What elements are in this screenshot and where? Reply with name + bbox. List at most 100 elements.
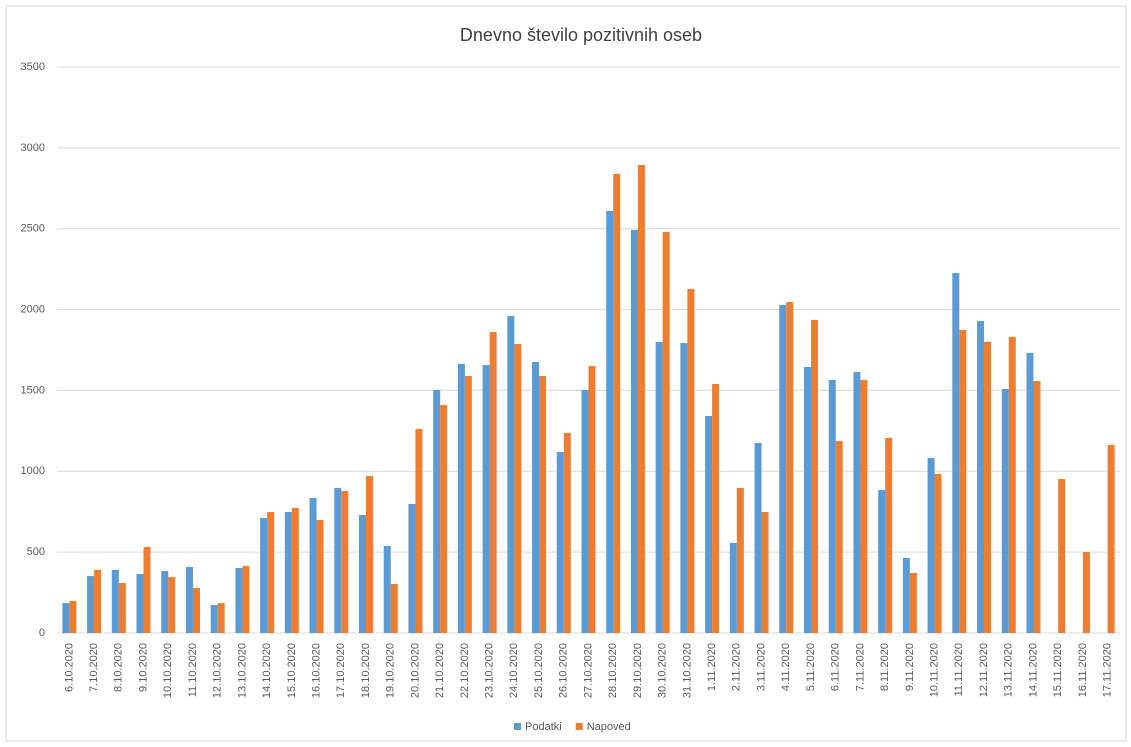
bar — [192, 588, 200, 633]
bar — [779, 305, 787, 633]
bar — [810, 319, 818, 633]
x-tick-label: 26.10.2020 — [558, 643, 570, 698]
bar — [433, 389, 441, 633]
bar — [539, 376, 547, 633]
bar — [934, 474, 942, 633]
x-tick-label: 15.10.2020 — [286, 643, 298, 698]
x-tick-label: 16.11.2020 — [1077, 643, 1089, 697]
bar — [606, 210, 614, 633]
bar — [161, 571, 169, 633]
bar — [909, 573, 917, 633]
x-tick-label: 29.10.2020 — [632, 643, 644, 698]
x-tick-label: 12.10.2020 — [212, 643, 224, 698]
bar — [835, 441, 843, 633]
x-tick-label: 17.11.2020 — [1102, 643, 1114, 697]
bar — [786, 301, 794, 633]
bar — [415, 428, 423, 633]
bar — [267, 512, 275, 633]
bar — [69, 600, 77, 633]
bar — [118, 583, 126, 633]
bar — [754, 442, 762, 633]
y-tick-label: 1500 — [21, 384, 45, 396]
bar — [761, 512, 769, 633]
bar — [390, 584, 398, 633]
x-tick-label: 11.11.2020 — [953, 643, 965, 696]
bar — [1033, 381, 1041, 633]
bar — [705, 415, 713, 633]
bar — [242, 566, 250, 633]
bar — [440, 404, 448, 633]
x-tick-label: 2.11.2020 — [731, 643, 743, 691]
bar — [291, 507, 299, 633]
x-tick-label: 4.11.2020 — [780, 643, 792, 691]
bar — [532, 361, 540, 633]
x-tick-label: 14.10.2020 — [261, 643, 273, 698]
y-tick-label: 0 — [39, 627, 45, 639]
bar — [885, 437, 893, 633]
bar — [507, 316, 515, 633]
bar — [736, 487, 744, 633]
bar — [853, 371, 861, 633]
bar — [1008, 336, 1016, 633]
bar — [630, 230, 638, 633]
bar — [1082, 551, 1090, 633]
bar — [359, 514, 367, 633]
bar — [977, 321, 985, 633]
x-tick-label: 27.10.2020 — [582, 643, 594, 698]
y-tick-label: 3500 — [21, 61, 45, 73]
y-tick-label: 3000 — [21, 142, 45, 154]
y-tick-label: 2000 — [21, 303, 45, 315]
bar — [408, 503, 416, 633]
x-tick-label: 17.10.2020 — [335, 643, 347, 698]
x-tick-label: 6.11.2020 — [830, 643, 842, 691]
bar — [185, 567, 193, 633]
bar — [457, 363, 465, 633]
x-tick-label: 23.10.2020 — [484, 643, 496, 698]
x-tick-label: 1.11.2020 — [706, 643, 718, 691]
bar — [828, 379, 836, 633]
bar — [168, 577, 176, 633]
x-tick-label: 6.10.2020 — [63, 643, 75, 692]
x-tick-label: 18.10.2020 — [360, 643, 372, 698]
x-tick-label: 10.11.2020 — [928, 643, 940, 697]
x-tick-label: 9.10.2020 — [137, 643, 149, 692]
bar — [952, 273, 960, 633]
legend-swatch — [575, 723, 583, 730]
legend-swatch — [514, 723, 521, 730]
y-tick-label: 2500 — [21, 223, 45, 235]
bar — [680, 343, 688, 633]
x-tick-label: 31.10.2020 — [681, 643, 693, 698]
bar — [860, 379, 868, 633]
x-tick-label: 9.11.2020 — [904, 643, 916, 691]
bar — [927, 458, 935, 633]
bar — [94, 569, 102, 633]
bar — [464, 376, 472, 633]
bar — [217, 603, 225, 633]
bar — [1001, 388, 1009, 633]
bar — [210, 605, 218, 633]
x-tick-label: 8.10.2020 — [113, 643, 125, 692]
bar — [984, 341, 992, 633]
bar — [878, 490, 886, 633]
x-tick-label: 19.10.2020 — [385, 643, 397, 698]
x-tick-label: 10.10.2020 — [162, 643, 174, 698]
x-tick-label: 13.10.2020 — [236, 643, 248, 698]
bar — [111, 569, 119, 633]
y-tick-label: 500 — [27, 546, 45, 558]
x-tick-label: 25.10.2020 — [533, 643, 545, 698]
x-tick-label: 7.10.2020 — [88, 643, 100, 692]
bar — [383, 545, 391, 633]
bar — [662, 231, 670, 633]
bar — [284, 512, 292, 633]
bar — [316, 519, 324, 633]
bar — [341, 491, 349, 633]
bar — [235, 567, 243, 633]
x-tick-label: 16.10.2020 — [310, 643, 322, 698]
x-tick-label: 22.10.2020 — [459, 643, 471, 698]
chart-title: Dnevno število pozitivnih oseb — [460, 25, 702, 45]
bar — [1026, 352, 1034, 633]
legend-label: Napoved — [587, 721, 631, 733]
bar — [1107, 444, 1115, 633]
bar — [613, 173, 621, 634]
